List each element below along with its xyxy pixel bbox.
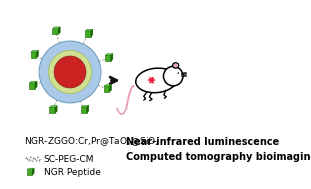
Bar [27,170,32,175]
Polygon shape [32,168,34,175]
Polygon shape [104,84,112,86]
Polygon shape [49,106,57,107]
Ellipse shape [181,75,183,76]
Bar [81,107,87,113]
Circle shape [49,50,92,94]
Text: Near-infrared luminescence: Near-infrared luminescence [126,137,280,147]
Polygon shape [91,29,93,36]
Polygon shape [55,106,57,113]
Polygon shape [81,105,89,107]
Polygon shape [36,50,39,58]
Polygon shape [27,168,34,170]
Ellipse shape [174,64,178,67]
Polygon shape [58,27,60,34]
Circle shape [178,72,179,74]
Text: NGR-ZGGO:Cr,Pr@TaO$_x$@SiO$_2$: NGR-ZGGO:Cr,Pr@TaO$_x$@SiO$_2$ [24,135,160,148]
Bar [31,52,36,58]
Bar [49,107,55,113]
Polygon shape [31,50,39,52]
Polygon shape [109,84,112,92]
Bar [29,83,35,89]
Polygon shape [85,29,93,31]
Circle shape [54,56,86,88]
Polygon shape [87,105,89,113]
Bar [53,29,58,34]
Text: SC-PEG-CM: SC-PEG-CM [44,155,94,164]
Circle shape [39,41,101,103]
Bar [85,31,91,36]
Text: Computed tomography bioimaging: Computed tomography bioimaging [126,152,311,162]
Polygon shape [35,81,37,89]
Polygon shape [29,81,37,83]
Circle shape [164,66,183,86]
Polygon shape [111,54,113,61]
Bar [105,55,111,61]
Ellipse shape [136,68,177,93]
Polygon shape [53,27,60,29]
Bar [104,86,109,92]
Ellipse shape [173,63,179,68]
Text: NGR Peptide: NGR Peptide [44,168,101,177]
Polygon shape [105,54,113,55]
